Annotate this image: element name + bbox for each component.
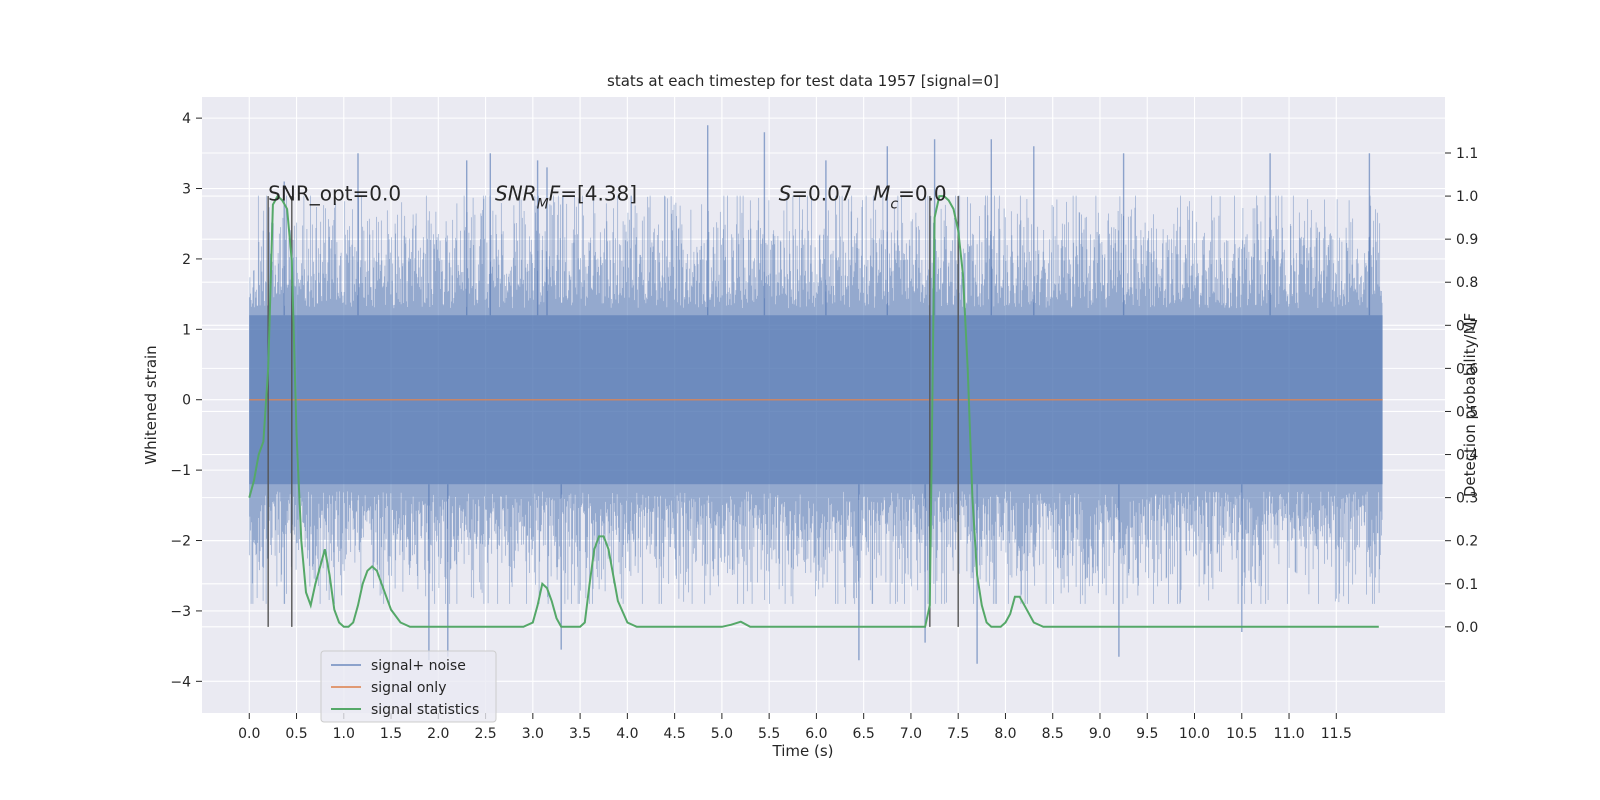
annotation-1: SNRMF=[4.38] <box>495 181 637 212</box>
y-tick-label: 0 <box>182 393 191 409</box>
y-tick-label: 4 <box>182 111 191 127</box>
y-tick-label: −4 <box>170 674 191 690</box>
x-tick-label: 10.0 <box>1179 726 1210 742</box>
x-tick-label: 1.0 <box>333 726 355 742</box>
x-tick-label: 10.5 <box>1226 726 1257 742</box>
y2-tick-label: 0.7 <box>1456 318 1478 334</box>
y-tick-label: 1 <box>182 322 191 338</box>
y2-tick-label: 0.3 <box>1456 491 1478 507</box>
y-tick-label: −3 <box>170 604 191 620</box>
plot-area: SNR_opt=0.0 SNRMF=[4.38] S=0.07 Mc=0.0 <box>202 97 1445 713</box>
x-tick-label: 7.0 <box>900 726 922 742</box>
y2-tick-label: 0.1 <box>1456 577 1478 593</box>
legend-label: signal+ noise <box>371 658 466 674</box>
legend: signal+ noise signal only signal statistic… <box>320 650 497 723</box>
legend-label: signal only <box>371 680 446 696</box>
series-signal-statistics <box>248 194 1379 628</box>
x-tick-label: 8.0 <box>994 726 1016 742</box>
x-tick-label: 7.5 <box>947 726 969 742</box>
y-tick-label: 2 <box>182 252 191 268</box>
annotation-3: Mc=0.0 <box>873 181 947 212</box>
x-tick-label: 6.0 <box>805 726 827 742</box>
y2-tick-label: 1.0 <box>1456 189 1478 205</box>
x-tick-label: 4.0 <box>616 726 638 742</box>
x-tick-label: 11.0 <box>1273 726 1304 742</box>
annotation-0: SNR_opt=0.0 <box>268 181 401 205</box>
legend-box <box>320 650 497 723</box>
y2-tick-label: 0.4 <box>1456 448 1478 464</box>
x-tick-label: 8.5 <box>1042 726 1064 742</box>
y2-tick-label: 0.5 <box>1456 404 1478 420</box>
signal-statistics-line <box>248 194 1379 628</box>
x-tick-label: 5.5 <box>758 726 780 742</box>
y2-tick-label: 0.8 <box>1456 275 1478 291</box>
chart-title: stats at each timestep for test data 195… <box>607 72 999 90</box>
y2-tick-label: 0.6 <box>1456 361 1478 377</box>
y-axis-ticks: −4 −3 −2 −1 0 1 2 3 4 <box>170 111 202 690</box>
x-tick-label: 1.5 <box>380 726 402 742</box>
x-tick-label: 5.0 <box>711 726 733 742</box>
y2-tick-label: 0.0 <box>1456 620 1478 636</box>
x-tick-label: 4.5 <box>663 726 685 742</box>
x-tick-label: 3.5 <box>569 726 591 742</box>
y-tick-label: −2 <box>170 534 191 550</box>
x-axis-ticks: 0.0 0.5 1.0 1.5 2.0 2.5 3.0 3.5 4.0 4.5 5.0 5.5 6.0 6… <box>238 713 1352 742</box>
x-tick-label: 11.5 <box>1321 726 1352 742</box>
x-tick-label: 9.5 <box>1136 726 1158 742</box>
x-tick-label: 2.5 <box>474 726 496 742</box>
x-tick-label: 9.0 <box>1089 726 1111 742</box>
x-axis-label: Time (s) <box>772 742 834 760</box>
x-tick-label: 6.5 <box>853 726 875 742</box>
x-tick-label: 0.0 <box>238 726 260 742</box>
y-tick-label: −1 <box>170 463 191 479</box>
y2-axis-label: Detection probability/MF <box>1461 313 1479 497</box>
annotations: SNR_opt=0.0 SNRMF=[4.38] S=0.07 Mc=0.0 <box>268 181 947 212</box>
y2-tick-label: 1.1 <box>1456 146 1478 162</box>
x-tick-label: 2.0 <box>427 726 449 742</box>
y-tick-label: 3 <box>182 182 191 198</box>
annotation-2: S=0.07 <box>779 181 853 205</box>
legend-label: signal statistics <box>371 702 479 718</box>
y2-axis-ticks: 0.0 0.1 0.2 0.3 0.4 0.5 0.6 0.7 0.8 0.9 1.0 1.1 <box>1445 146 1478 636</box>
noise-trace <box>248 195 1383 604</box>
y-axis-label: Whitened strain <box>142 345 160 464</box>
y2-tick-label: 0.9 <box>1456 232 1478 248</box>
x-tick-label: 3.0 <box>522 726 544 742</box>
y2-tick-label: 0.2 <box>1456 534 1478 550</box>
x-tick-label: 0.5 <box>285 726 307 742</box>
